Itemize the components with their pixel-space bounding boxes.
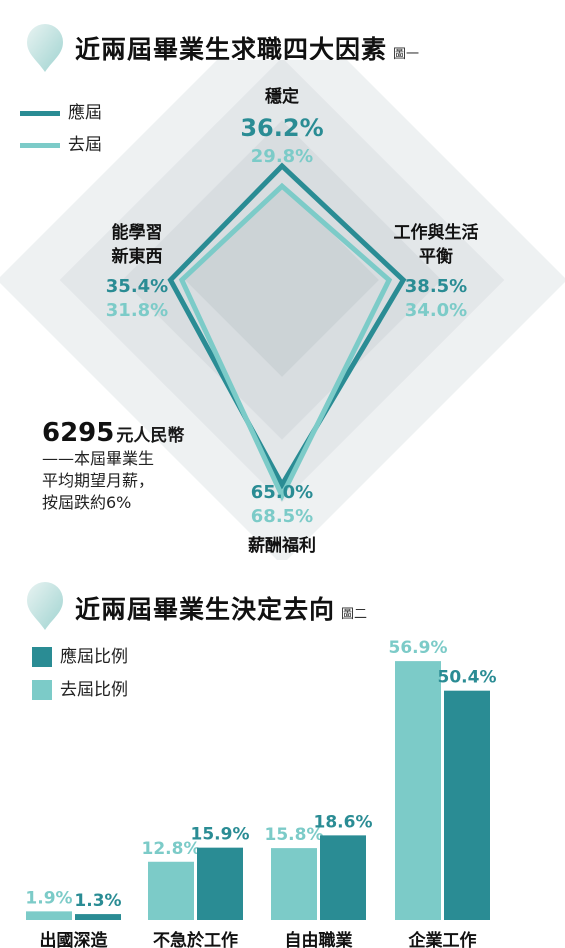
radar-value-now-1: 36.2% (240, 114, 323, 142)
legend-label-now-ratio: 應屆比例 (60, 647, 128, 667)
salary-note-line-3: 按屆跌約6% (42, 493, 132, 512)
radar-axis-label-1-line-1: 穩定 (265, 86, 299, 107)
bar-prev-3 (271, 848, 317, 920)
fig2-label: 圖二 (341, 607, 368, 622)
radar-value-now-4: 35.4% (106, 276, 168, 297)
droplet-icon (27, 582, 63, 630)
bar-prev-1 (26, 911, 72, 920)
salary-note-line-2: 平均期望月薪， (42, 471, 155, 490)
fig2-title-marker (27, 582, 63, 630)
droplet-icon (27, 24, 63, 72)
salary-unit: 元人民幣 (116, 426, 185, 446)
legend-label-prev: 去屆 (68, 135, 102, 155)
radar-series-now (167, 162, 407, 490)
bar-prev-4 (395, 661, 441, 920)
bar-label-now-1: 1.3% (74, 891, 121, 911)
bar-label-now-3: 18.6% (314, 812, 373, 832)
salary-headline: 6295 元人民幣 (42, 418, 184, 448)
salary-note-line-1: ——本屆畢業生 (42, 449, 155, 468)
radar-axis-label-4-line-2: 新東西 (112, 246, 163, 267)
radar-series-prev (178, 182, 393, 502)
radar-value-now-3: 65.0% (251, 482, 313, 503)
radar-value-now-2: 38.5% (405, 276, 467, 297)
radar-value-prev-4: 31.8% (106, 300, 168, 321)
bar-label-now-4: 50.4% (438, 668, 497, 688)
bar-label-now-2: 15.9% (191, 825, 250, 845)
legend-item-now-ratio: 應屆比例 (32, 642, 128, 675)
legend-label-prev-ratio: 去屆比例 (60, 680, 128, 700)
bar-chart: 1.9% 1.3% 出國深造 12.8%15.9% 不急於工作 15.8%18.6% 自由職… (25, 638, 497, 948)
radar-axis-label-4-line-1: 能學習 (112, 222, 163, 243)
bar-category-label-3: 自由職業 (285, 930, 353, 948)
fig1-legend: 應屆 去屆 (20, 98, 102, 162)
radar-axis-label-2-line-2: 平衡 (419, 246, 453, 267)
bar-label-prev-2: 12.8% (142, 839, 201, 859)
bar-category-label-2: 不急於工作 (153, 930, 238, 948)
bar-now-3 (320, 835, 366, 920)
fig2-legend: 應屆比例 去屆比例 (32, 642, 128, 708)
radar-value-prev-3: 68.5% (251, 506, 313, 527)
fig2-title: 近兩屆畢業生決定去向 (75, 595, 336, 624)
legend-item-prev: 去屆 (20, 130, 102, 162)
legend-item-prev-ratio: 去屆比例 (32, 675, 128, 708)
bar-now-2 (197, 847, 243, 920)
bar-now-1 (75, 914, 121, 920)
salary-note: 6295 元人民幣 ——本屆畢業生 平均期望月薪， 按屆跌約6% (42, 418, 184, 514)
bar-category-label-1: 出國深造 (40, 930, 109, 948)
bar-now-4 (444, 690, 490, 920)
salary-amount: 6295 (42, 418, 115, 448)
fig2-panel: 近兩屆畢業生決定去向 圖二 應屆比例 去屆比例 1.9% 1.3% 出國深造 12.8%… (0, 570, 565, 948)
legend-swatch-now (20, 110, 60, 116)
legend-swatch-prev (20, 142, 60, 148)
bar-label-prev-4: 56.9% (389, 638, 448, 658)
bar-label-prev-1: 1.9% (25, 888, 72, 908)
fig1-label: 圖一 (393, 47, 420, 62)
fig1-panel: 近兩屆畢業生求職四大因素 圖一 穩定 36.2% 29.8% 工作與生活 平衡 38.5% 3… (0, 24, 565, 560)
bar-label-prev-3: 15.8% (265, 825, 324, 845)
legend-item-now: 應屆 (20, 98, 102, 130)
radar-axis-label-2-line-1: 工作與生活 (394, 222, 479, 243)
radar-value-prev-2: 34.0% (405, 300, 467, 321)
radar-value-prev-1: 29.8% (251, 146, 313, 167)
bar-category-label-4: 企業工作 (408, 930, 477, 948)
bar-prev-2 (148, 861, 194, 920)
legend-swatch-prev-ratio (32, 680, 52, 700)
radar-axis-label-3: 薪酬福利 (248, 535, 316, 556)
legend-swatch-now-ratio (32, 647, 52, 667)
fig1-title-marker (27, 24, 63, 72)
legend-label-now: 應屆 (68, 103, 102, 123)
fig2-title-row: 近兩屆畢業生決定去向 圖二 (75, 590, 367, 626)
